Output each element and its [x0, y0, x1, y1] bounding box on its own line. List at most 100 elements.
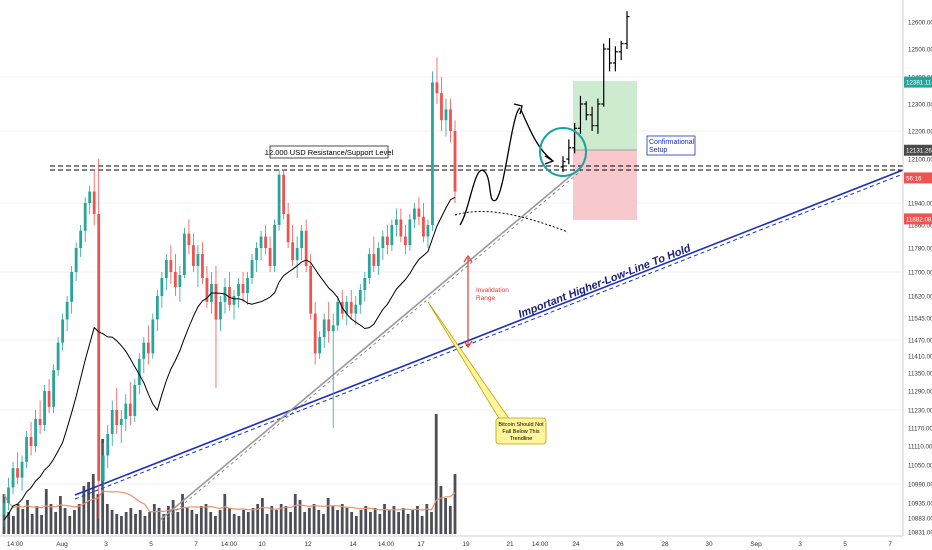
volume-bar [420, 516, 424, 534]
projected-bars [560, 11, 630, 173]
volume-bar [7, 512, 11, 534]
price-badges: 12381.11 12131.26 56:16 11882.08 [904, 76, 932, 225]
invalidation-label-line1: Invalidation [476, 287, 509, 294]
candle [435, 57, 439, 104]
time-tick-label: 21 [506, 541, 514, 548]
steep-trendline[interactable] [159, 167, 583, 523]
volume-bar [392, 506, 396, 534]
price-tick-label: 11780.00 [908, 246, 932, 253]
candle [241, 272, 245, 302]
volume-bar [284, 506, 288, 534]
price-tick-label: 11545.00 [908, 316, 932, 323]
candle [101, 443, 105, 495]
price-tick-label: 11230.00 [908, 408, 932, 415]
candle [390, 219, 394, 251]
candle [115, 388, 119, 434]
projection-bar [560, 156, 566, 173]
confirmation-label-line1: Confirmational [649, 139, 695, 146]
volume-moving-average [3, 490, 456, 513]
candle [268, 236, 272, 272]
volume-bar [68, 516, 72, 534]
candle [399, 208, 403, 243]
volume-bar [350, 512, 354, 534]
volume-bar [317, 510, 321, 534]
candle [309, 254, 313, 320]
volume-bar [369, 512, 372, 534]
position-zones [573, 81, 637, 220]
projection-bar [618, 40, 624, 61]
time-tick-label: 24 [572, 541, 580, 548]
candle [155, 290, 159, 332]
candle [385, 225, 389, 254]
volume-bar [406, 514, 410, 534]
candlesticks [2, 57, 457, 527]
volume-bar [246, 512, 250, 534]
higher-low-trendline[interactable] [74, 169, 904, 500]
volume-bar [303, 512, 307, 534]
volume-bar [63, 508, 67, 534]
candle [228, 272, 231, 311]
candle [408, 214, 412, 251]
confirmation-label: Confirmational Setup [646, 135, 696, 156]
time-tick-label: Sep [750, 541, 762, 548]
callout-line3: Trendline [510, 436, 533, 442]
volume-bar [289, 512, 292, 534]
candle [291, 225, 295, 266]
invalidation-label-line2: Range [476, 295, 496, 302]
candle [38, 400, 42, 434]
volume-bar [44, 489, 48, 534]
volume-bar [260, 498, 264, 534]
price-tick-label: 11110.00 [908, 444, 932, 451]
time-tick-label: 10 [258, 541, 266, 548]
svg-text:11882.08: 11882.08 [906, 216, 932, 223]
volume-bar [322, 514, 325, 534]
candle [431, 71, 434, 231]
volume-bar [157, 508, 161, 534]
time-tick-label: Aug [56, 541, 68, 548]
volume-bar [373, 508, 377, 534]
volume-bar [152, 504, 156, 534]
candle [264, 225, 267, 254]
svg-text:12381.11: 12381.11 [906, 80, 932, 87]
price-tick-label: 10990.00 [908, 482, 932, 489]
price-tick-label: 12200.00 [908, 129, 932, 136]
candle [255, 242, 258, 272]
price-tick-label: 11350.00 [908, 371, 932, 378]
candle [124, 394, 128, 431]
candle [440, 77, 443, 131]
volume-bar [101, 439, 105, 534]
time-tick-label: 19 [462, 541, 470, 548]
time-tick-label: 7 [888, 541, 892, 548]
volume-bar [35, 506, 39, 534]
time-tick-label: 14:00 [532, 541, 549, 548]
resistance-label-text: 12.000 USD Resistance/Support Level [265, 148, 394, 157]
time-tick-label: 17 [417, 541, 425, 548]
resistance-level [50, 165, 903, 171]
volume-bar [354, 516, 358, 534]
volume-bar [453, 474, 457, 534]
candle [2, 494, 6, 527]
time-tick-label: 26 [616, 541, 624, 548]
volume-bar [345, 508, 349, 534]
time-tick-label: 7 [194, 541, 198, 548]
price-tick-label: 11620.00 [908, 294, 932, 301]
candle [295, 236, 299, 278]
candle [394, 208, 398, 237]
volume-bar [214, 516, 217, 534]
candle [97, 159, 101, 519]
price-tick-label: 12300.00 [908, 102, 932, 109]
volume-bar [181, 494, 184, 534]
candle [92, 169, 96, 225]
volume-bar [73, 510, 76, 534]
volume-bar [326, 498, 330, 534]
volume-bar [425, 504, 429, 534]
volume-bar [430, 512, 433, 534]
candle [16, 452, 19, 484]
candle [237, 278, 240, 308]
time-axis[interactable]: 14:00 Aug 3 5 7 14:00 10 12 14 14:00 17 19 21 14:00 24… [7, 541, 892, 548]
volume-bar [143, 516, 147, 534]
candle [327, 301, 331, 343]
time-tick-label: 30 [705, 541, 713, 548]
time-tick-label: 3 [104, 541, 108, 548]
